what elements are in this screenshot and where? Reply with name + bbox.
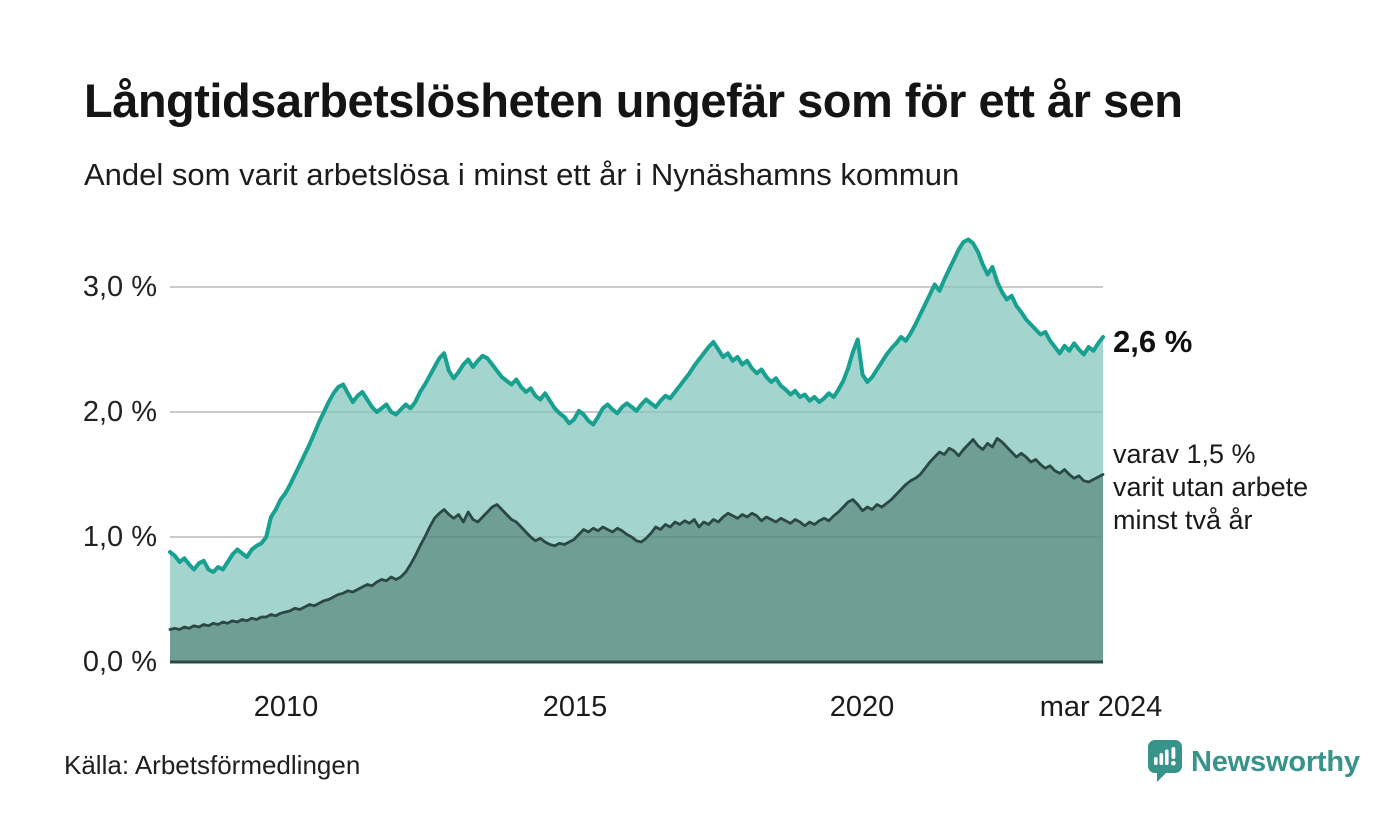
area-2yr — [170, 438, 1103, 662]
x-tick-label-2020: 2020 — [829, 691, 895, 723]
series-breakdown-label: varav 1,5 % varit utan arbete minst två … — [1113, 438, 1308, 537]
page-subtitle: Andel som varit arbetslösa i minst ett å… — [84, 157, 960, 192]
logo-bar-small — [1154, 757, 1158, 765]
y-tick-label-1: 1,0 % — [82, 521, 157, 553]
newsworthy-logo-text: Newsworthy — [1191, 745, 1360, 778]
page-title: Långtidsarbetslösheten ungefär som för e… — [84, 74, 1183, 127]
source-note: Källa: Arbetsförmedlingen — [64, 750, 361, 780]
y-tick-label-0: 0,0 % — [82, 646, 157, 678]
newsworthy-logo: Newsworthy — [1148, 740, 1360, 784]
series-end-value-label: 2,6 % — [1113, 324, 1193, 359]
newsworthy-logo-icon — [1148, 740, 1182, 782]
line-1yr — [168, 237, 1105, 574]
x-tick-label-2015: 2015 — [542, 691, 608, 723]
x-tick-label-mar-2024: mar 2024 — [1039, 691, 1163, 723]
logo-exclamation-bar — [1171, 747, 1176, 759]
line-2yr — [168, 436, 1105, 631]
breakdown-line-1: varav 1,5 % — [1113, 439, 1256, 469]
logo-exclamation-dot — [1171, 760, 1176, 766]
y-tick-label-3: 3,0 % — [82, 271, 157, 303]
logo-bar-large — [1165, 749, 1169, 765]
x-tick-label-2010: 2010 — [253, 691, 319, 723]
breakdown-line-3: minst två år — [1113, 505, 1253, 535]
logo-bar-medium — [1159, 753, 1164, 765]
breakdown-line-2: varit utan arbete — [1113, 472, 1309, 502]
y-tick-label-2: 2,0 % — [82, 396, 157, 428]
